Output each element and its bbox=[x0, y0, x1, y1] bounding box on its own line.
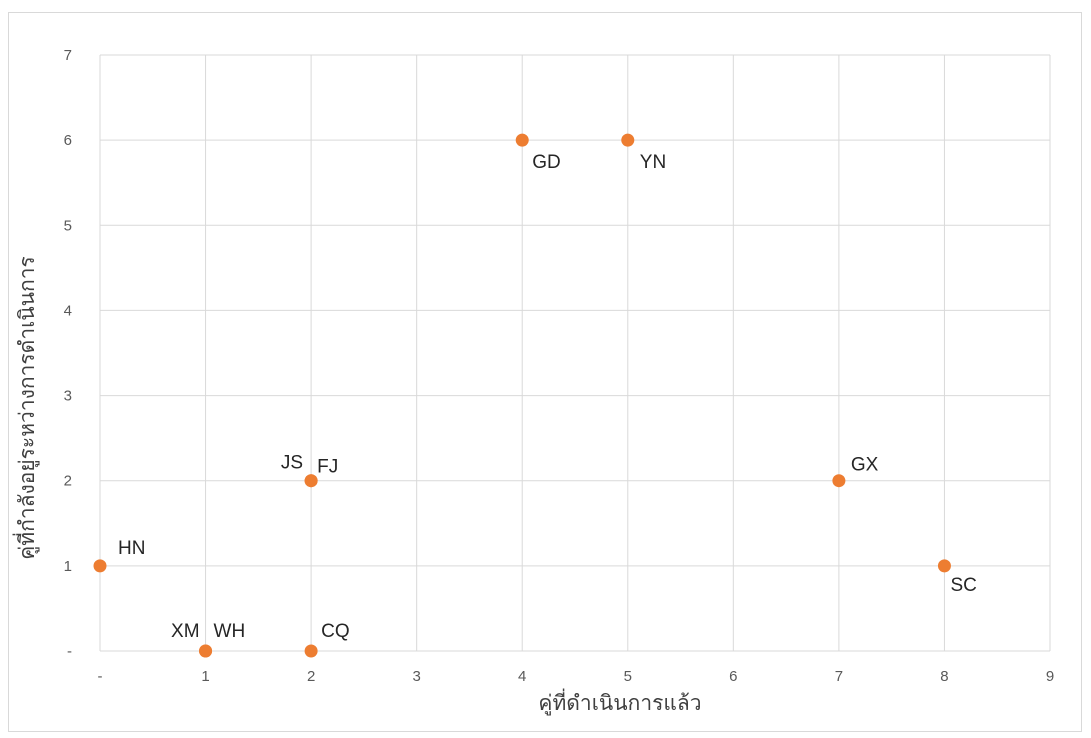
data-point-yn bbox=[621, 133, 635, 147]
x-tick-label: 7 bbox=[835, 668, 843, 685]
x-tick-labels: - 1 2 3 4 5 6 7 8 9 bbox=[98, 668, 1055, 685]
grid-lines bbox=[99, 54, 1051, 652]
data-points bbox=[93, 133, 951, 658]
data-label-hn: HN bbox=[118, 538, 145, 559]
y-tick-label: 4 bbox=[64, 302, 72, 319]
x-tick-label: 6 bbox=[729, 668, 737, 685]
x-tick-label: 9 bbox=[1046, 668, 1054, 685]
data-label-cq: CQ bbox=[321, 621, 350, 642]
data-point-cq bbox=[304, 644, 318, 658]
y-tick-label: 5 bbox=[64, 217, 72, 234]
data-label-gd: GD bbox=[532, 152, 561, 173]
data-label-sc: SC bbox=[950, 575, 976, 596]
x-tick-label: 2 bbox=[307, 668, 315, 685]
x-tick-label: - bbox=[98, 668, 103, 685]
x-tick-label: 1 bbox=[201, 668, 209, 685]
data-label-gx: GX bbox=[851, 455, 879, 476]
data-label-fj: FJ bbox=[317, 457, 338, 478]
data-label-wh: WH bbox=[214, 621, 246, 642]
y-tick-labels: - 1 2 3 4 5 6 7 bbox=[64, 47, 72, 660]
data-point-gd bbox=[515, 133, 529, 147]
data-point-wh bbox=[199, 644, 213, 658]
data-labels: HN XM WH CQ JS FJ GD YN GX SC bbox=[118, 152, 977, 642]
y-tick-label: 2 bbox=[64, 473, 72, 490]
y-tick-label: 6 bbox=[64, 132, 72, 149]
y-tick-label: 3 bbox=[64, 388, 72, 405]
y-tick-label: 7 bbox=[64, 47, 72, 64]
x-tick-label: 4 bbox=[518, 668, 526, 685]
x-tick-label: 5 bbox=[624, 668, 632, 685]
data-point-fj bbox=[304, 474, 318, 488]
y-axis-title: คู่ที่กำลังอยู่ระหว่างการดำเนินการ bbox=[12, 256, 40, 560]
data-label-js: JS bbox=[281, 453, 303, 474]
data-point-hn bbox=[93, 559, 107, 573]
y-tick-label: 1 bbox=[64, 558, 72, 575]
x-tick-label: 3 bbox=[412, 668, 420, 685]
x-axis-title: คู่ที่ดำเนินการแล้ว bbox=[538, 688, 701, 716]
chart-frame bbox=[8, 12, 1082, 732]
data-label-yn: YN bbox=[640, 152, 666, 173]
data-label-xm: XM bbox=[171, 621, 200, 642]
x-tick-label: 8 bbox=[940, 668, 948, 685]
data-point-gx bbox=[832, 474, 846, 488]
data-point-sc bbox=[937, 559, 951, 573]
y-tick-label: - bbox=[67, 643, 72, 660]
